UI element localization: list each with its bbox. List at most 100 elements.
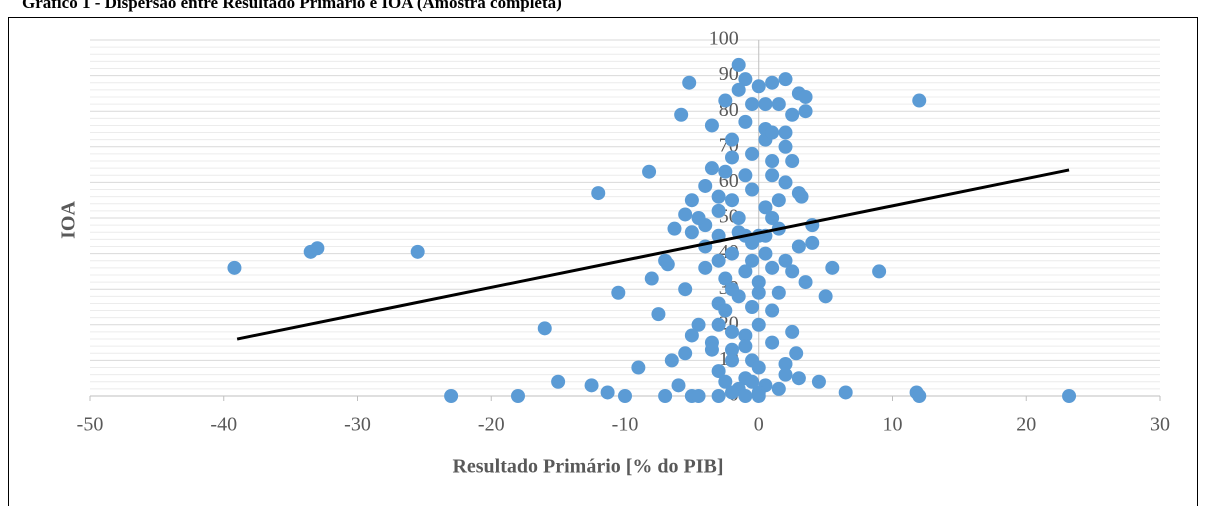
data-point (731, 82, 746, 97)
data-point (711, 364, 726, 379)
data-point (678, 346, 693, 361)
data-point (551, 374, 566, 389)
data-point (704, 118, 719, 133)
data-point (684, 193, 699, 208)
data-point (765, 303, 780, 318)
data-point (771, 97, 786, 112)
data-point (691, 317, 706, 332)
data-point (765, 335, 780, 350)
data-point (725, 193, 739, 208)
data-point (651, 307, 666, 322)
chart-title: Gráfico 1 - Dispersão entre Resultado Pr… (22, 0, 562, 12)
data-point (738, 168, 753, 183)
data-point (785, 107, 800, 122)
data-point (791, 239, 806, 254)
data-point (310, 241, 325, 256)
x-tick-label: -50 (77, 414, 104, 436)
data-point (1062, 389, 1077, 403)
data-point (678, 207, 693, 222)
data-point (778, 367, 793, 382)
y-axis-label: IOA (58, 201, 80, 239)
trend-line (236, 168, 1070, 341)
y-tick-label: 100 (709, 28, 739, 50)
data-point (725, 282, 739, 297)
data-point (725, 246, 739, 261)
data-point (704, 161, 719, 176)
data-point (751, 79, 766, 94)
data-point (227, 260, 242, 275)
data-point (618, 389, 632, 403)
data-point (778, 139, 793, 154)
x-tick-label: 0 (754, 414, 764, 436)
data-point (644, 271, 659, 286)
data-point (591, 186, 606, 201)
data-point (671, 378, 686, 393)
data-point (698, 178, 713, 193)
x-tick-label: 30 (1150, 414, 1170, 436)
data-point (444, 389, 459, 403)
data-point (718, 303, 733, 318)
data-point (684, 328, 699, 343)
data-point (825, 260, 840, 275)
data-point (745, 235, 760, 250)
data-point (751, 275, 766, 290)
data-point (785, 154, 800, 169)
data-point (778, 253, 793, 268)
data-point (718, 164, 733, 179)
data-point (872, 264, 887, 279)
data-point (771, 193, 786, 208)
data-point (511, 389, 525, 403)
data-point (725, 385, 739, 400)
data-point (711, 317, 726, 332)
data-point (789, 346, 804, 361)
x-tick-label: -40 (210, 414, 237, 436)
data-point (745, 146, 760, 161)
x-tick-label: 10 (883, 414, 903, 436)
data-point (751, 360, 766, 375)
data-point (785, 264, 800, 279)
data-point (745, 300, 760, 314)
data-point (765, 168, 780, 183)
x-axis-label: Resultado Primário [% do PIB] (452, 456, 723, 478)
chart-border (8, 17, 1198, 511)
data-point (738, 114, 753, 129)
data-point (667, 221, 682, 236)
data-point (758, 200, 773, 215)
data-point (758, 246, 773, 261)
data-point (912, 93, 927, 108)
data-point (785, 324, 800, 339)
data-point (778, 356, 793, 371)
data-point (805, 235, 820, 250)
data-point (751, 317, 766, 332)
data-point (745, 97, 760, 112)
data-point (751, 389, 766, 403)
data-point (838, 385, 853, 400)
x-tick-label: -10 (612, 414, 639, 436)
data-point (711, 203, 726, 218)
data-point (778, 72, 793, 87)
data-point (718, 93, 733, 108)
data-point (794, 189, 809, 204)
data-point (631, 360, 646, 375)
data-point (798, 89, 813, 104)
data-point (738, 339, 753, 354)
data-point (711, 253, 726, 268)
data-point (731, 57, 746, 72)
data-point (771, 381, 786, 396)
data-point (745, 374, 760, 389)
data-point (674, 107, 689, 122)
data-point (642, 164, 657, 179)
data-point (711, 389, 726, 403)
data-point (751, 285, 766, 300)
data-point (698, 260, 713, 275)
data-point (765, 211, 780, 225)
data-point (684, 225, 699, 240)
data-point (738, 389, 753, 403)
data-point (778, 175, 793, 190)
data-point (725, 150, 739, 165)
data-point (912, 389, 927, 403)
data-point (725, 324, 739, 339)
data-point (738, 72, 753, 87)
data-point (771, 285, 786, 300)
